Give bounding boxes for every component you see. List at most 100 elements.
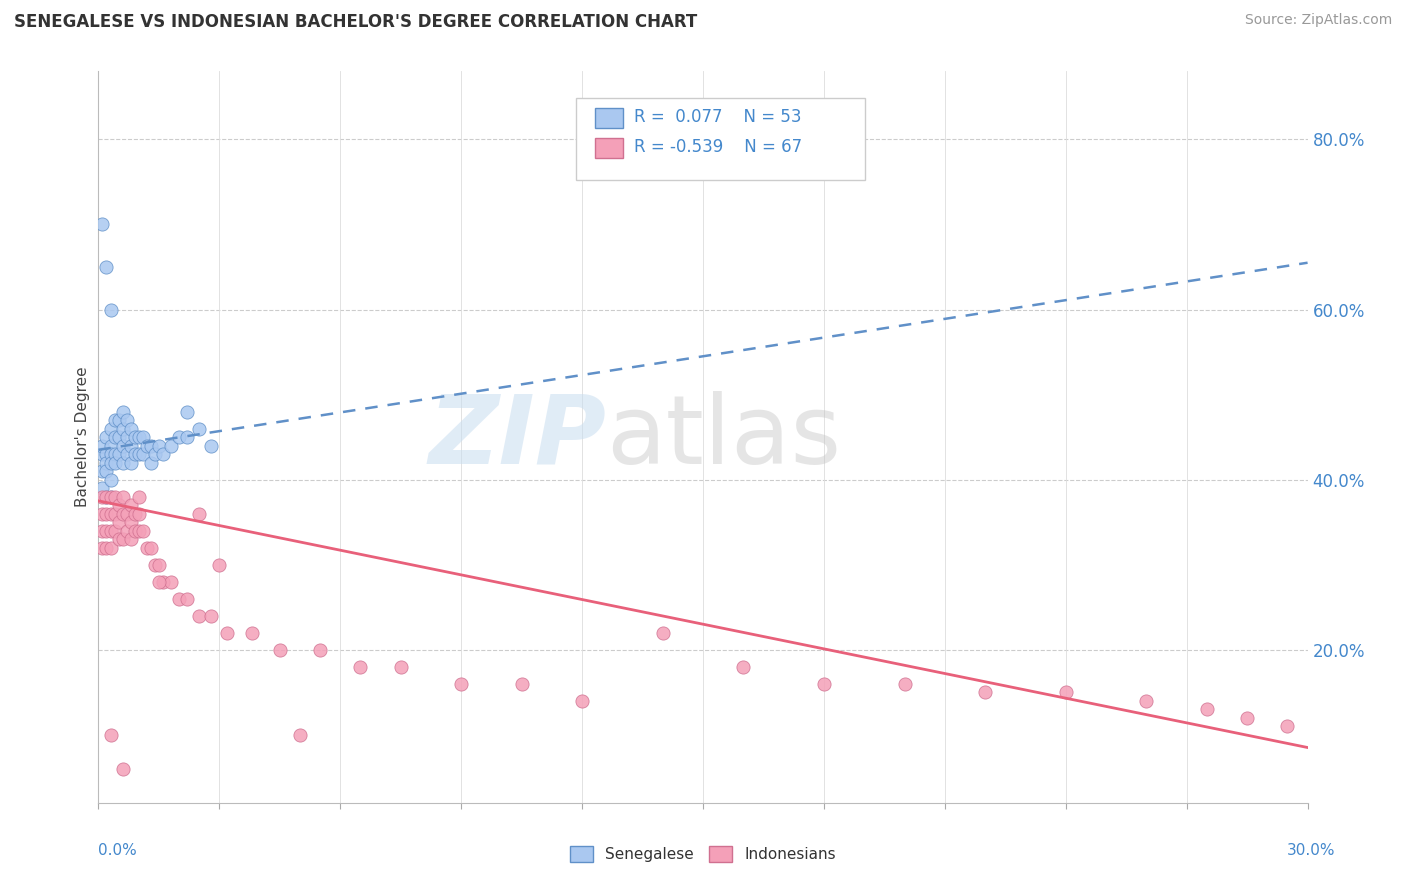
Point — [128, 524, 150, 538]
Point — [103, 490, 125, 504]
Point — [120, 532, 142, 546]
Point — [100, 541, 122, 555]
Point — [107, 447, 129, 461]
Point — [100, 456, 122, 470]
Point — [115, 413, 138, 427]
Point — [107, 498, 129, 512]
Point — [91, 439, 114, 453]
Point — [96, 260, 118, 274]
Point — [91, 464, 114, 478]
Point — [188, 507, 211, 521]
Point — [152, 574, 174, 589]
Point — [389, 659, 412, 673]
Point — [107, 430, 129, 444]
Point — [188, 421, 211, 435]
Point — [132, 430, 155, 444]
Point — [148, 558, 170, 572]
Point — [1236, 711, 1258, 725]
Point — [1135, 694, 1157, 708]
Point — [115, 507, 138, 521]
Point — [120, 439, 142, 453]
Point — [96, 524, 118, 538]
Point — [148, 574, 170, 589]
Point — [103, 413, 125, 427]
Point — [124, 447, 146, 461]
Point — [96, 507, 118, 521]
Point — [188, 608, 211, 623]
Point — [176, 404, 198, 418]
Point — [115, 524, 138, 538]
Point — [111, 439, 134, 453]
Point — [91, 524, 114, 538]
Point — [176, 430, 198, 444]
Point — [100, 728, 122, 742]
Point — [100, 302, 122, 317]
Point — [135, 541, 157, 555]
Point — [208, 558, 231, 572]
Point — [91, 481, 114, 495]
Point — [128, 507, 150, 521]
Point — [111, 762, 134, 776]
Point — [167, 430, 190, 444]
Point — [120, 421, 142, 435]
Point — [974, 685, 997, 699]
Point — [152, 447, 174, 461]
Text: ZIP: ZIP — [429, 391, 606, 483]
Point — [96, 490, 118, 504]
Point — [128, 447, 150, 461]
Text: SENEGALESE VS INDONESIAN BACHELOR'S DEGREE CORRELATION CHART: SENEGALESE VS INDONESIAN BACHELOR'S DEGR… — [14, 13, 697, 31]
Point — [91, 507, 114, 521]
Point — [103, 524, 125, 538]
Point — [128, 490, 150, 504]
Point — [200, 439, 222, 453]
Point — [139, 456, 162, 470]
Point — [571, 694, 593, 708]
Point — [139, 439, 162, 453]
Text: R =  0.077    N = 53: R = 0.077 N = 53 — [634, 108, 801, 126]
Point — [100, 524, 122, 538]
Point — [96, 456, 118, 470]
Point — [349, 659, 371, 673]
Point — [160, 439, 183, 453]
Point — [100, 421, 122, 435]
Point — [450, 677, 472, 691]
Point — [100, 490, 122, 504]
Point — [269, 642, 291, 657]
Point — [111, 404, 134, 418]
Text: atlas: atlas — [606, 391, 841, 483]
Point — [124, 507, 146, 521]
Point — [148, 439, 170, 453]
Point — [135, 439, 157, 453]
Legend: Senegalese, Indonesians: Senegalese, Indonesians — [564, 840, 842, 868]
Point — [91, 447, 114, 461]
Point — [651, 625, 673, 640]
Point — [128, 430, 150, 444]
Point — [96, 430, 118, 444]
Point — [111, 456, 134, 470]
Point — [200, 608, 222, 623]
Point — [100, 439, 122, 453]
Point — [1054, 685, 1077, 699]
Point — [124, 430, 146, 444]
Point — [124, 524, 146, 538]
Point — [103, 447, 125, 461]
Point — [91, 541, 114, 555]
Point — [111, 532, 134, 546]
Point — [96, 490, 118, 504]
Point — [1277, 719, 1299, 733]
Point — [288, 728, 311, 742]
Text: 30.0%: 30.0% — [1288, 843, 1336, 858]
Point — [107, 413, 129, 427]
Point — [132, 524, 155, 538]
Point — [100, 447, 122, 461]
Point — [100, 507, 122, 521]
Point — [103, 456, 125, 470]
Point — [893, 677, 915, 691]
Point — [111, 507, 134, 521]
Text: 0.0%: 0.0% — [98, 843, 138, 858]
Point — [217, 625, 239, 640]
Point — [143, 558, 166, 572]
Point — [107, 532, 129, 546]
Point — [111, 421, 134, 435]
Point — [733, 659, 755, 673]
